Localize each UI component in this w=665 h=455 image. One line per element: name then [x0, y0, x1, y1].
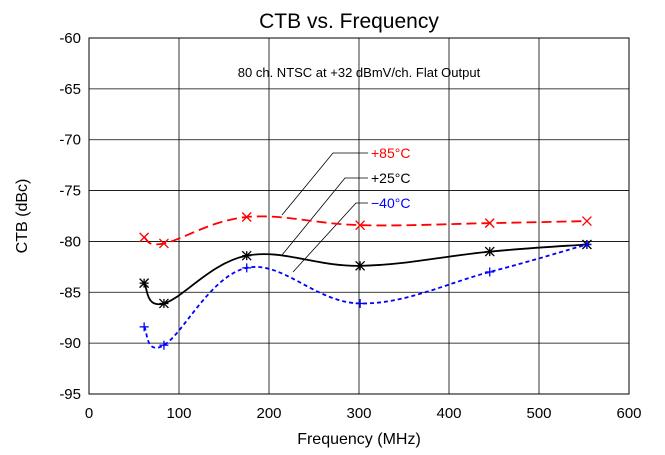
callout-line	[292, 202, 368, 273]
data-point	[241, 250, 252, 261]
series-1	[139, 239, 592, 309]
series-line	[143, 215, 587, 246]
plot-frame	[88, 37, 630, 395]
data-point	[158, 298, 169, 309]
data-point	[484, 246, 495, 257]
series-callout-lines	[281, 152, 368, 273]
data-point	[139, 232, 150, 243]
y-tick-label: -70	[59, 132, 81, 149]
series-labels: +85°C +25°C −40°C	[371, 145, 410, 211]
y-tick-label: -60	[59, 30, 81, 47]
data-point	[581, 216, 592, 227]
data-point	[355, 220, 366, 231]
y-tick-label: -80	[59, 233, 81, 250]
data-point	[241, 212, 252, 222]
data-point	[159, 340, 169, 350]
series-label: +25°C	[371, 170, 410, 186]
data-point	[139, 322, 149, 332]
y-tick-label: -65	[59, 81, 81, 98]
series-label: −40°C	[371, 195, 410, 211]
data-point	[484, 218, 495, 229]
x-tick-label: 100	[166, 405, 191, 422]
x-axis-label: Frequency (MHz)	[297, 431, 421, 448]
callout-line	[281, 177, 368, 256]
series-2	[139, 239, 592, 350]
data-point	[139, 278, 150, 289]
x-tick-label: 400	[436, 405, 461, 422]
series-group	[139, 212, 592, 350]
x-tick-label: 600	[616, 405, 641, 422]
series-0	[139, 212, 592, 249]
y-tick-label: -95	[59, 386, 81, 403]
data-point	[355, 298, 365, 308]
gridlines	[89, 38, 629, 394]
chart-subtitle: 80 ch. NTSC at +32 dBmV/ch. Flat Output	[238, 65, 481, 80]
callout-line	[281, 152, 368, 216]
series-line	[143, 243, 588, 349]
y-tick-label: -85	[59, 284, 81, 301]
series-label: +85°C	[371, 145, 410, 161]
data-point	[242, 263, 252, 273]
data-point	[582, 239, 592, 249]
x-axis-ticks: 0 100 200 300 400 500 600	[85, 405, 642, 422]
series-line	[143, 243, 587, 306]
chart-title: CTB vs. Frequency	[259, 10, 439, 33]
y-tick-label: -90	[59, 335, 81, 352]
data-point	[355, 260, 366, 271]
y-axis-ticks: -60 -65 -70 -75 -80 -85 -90 -95	[59, 30, 81, 403]
x-tick-label: 200	[256, 405, 281, 422]
data-point	[485, 267, 495, 277]
x-tick-label: 300	[346, 405, 371, 422]
x-tick-label: 0	[85, 405, 93, 422]
x-tick-label: 500	[526, 405, 551, 422]
y-axis-label: CTB (dBc)	[14, 179, 31, 254]
data-point	[158, 238, 169, 249]
y-tick-label: -75	[59, 183, 81, 200]
